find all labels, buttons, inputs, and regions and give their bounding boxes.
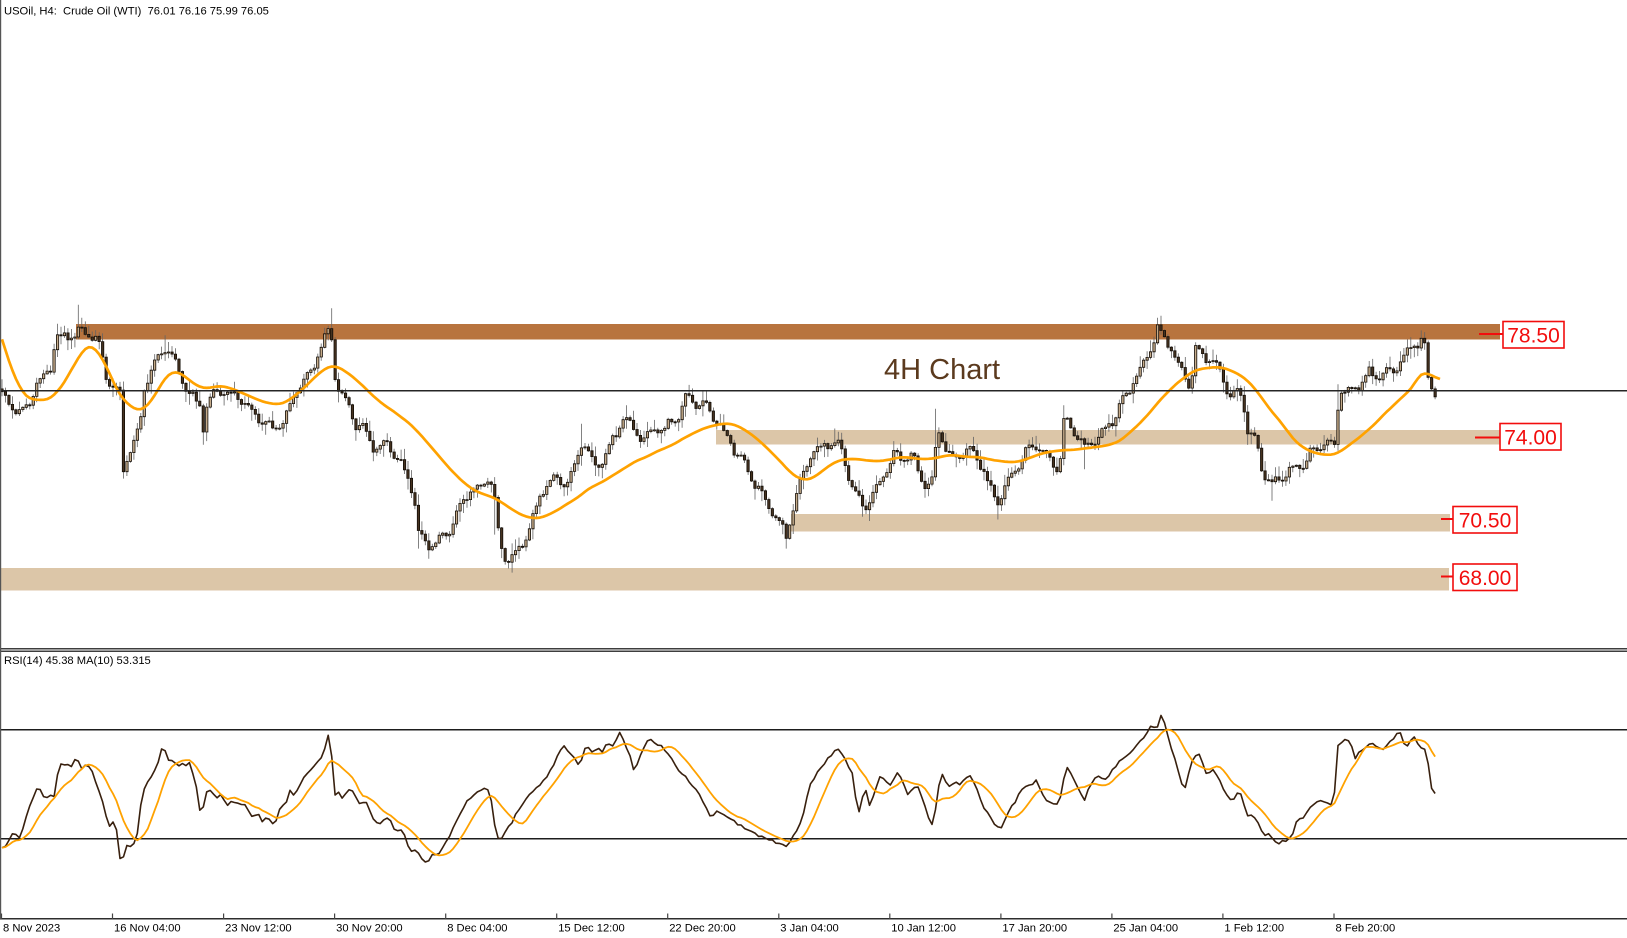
svg-text:16 Nov 04:00: 16 Nov 04:00 — [114, 923, 181, 935]
svg-text:8 Feb 20:00: 8 Feb 20:00 — [1336, 923, 1396, 935]
svg-text:1 Feb 12:00: 1 Feb 12:00 — [1224, 923, 1284, 935]
svg-text:10 Jan 12:00: 10 Jan 12:00 — [891, 923, 956, 935]
svg-text:25 Jan 04:00: 25 Jan 04:00 — [1113, 923, 1178, 935]
svg-text:3 Jan 04:00: 3 Jan 04:00 — [780, 923, 838, 935]
svg-text:RSI(14) 45.38 MA(10) 53.315: RSI(14) 45.38 MA(10) 53.315 — [4, 655, 151, 667]
svg-text:USOil, H4: Crude Oil (WTI) 7: USOil, H4: Crude Oil (WTI) 76.01 76.16 7… — [4, 6, 269, 18]
svg-text:22 Dec 20:00: 22 Dec 20:00 — [669, 923, 736, 935]
svg-text:70.50: 70.50 — [1459, 510, 1512, 533]
svg-text:68.00: 68.00 — [1459, 567, 1512, 590]
svg-text:15 Dec 12:00: 15 Dec 12:00 — [558, 923, 625, 935]
svg-text:17 Jan 20:00: 17 Jan 20:00 — [1002, 923, 1067, 935]
svg-text:30 Nov 20:00: 30 Nov 20:00 — [336, 923, 403, 935]
svg-text:23 Nov 12:00: 23 Nov 12:00 — [225, 923, 292, 935]
svg-text:4H Chart: 4H Chart — [884, 354, 1000, 386]
svg-text:74.00: 74.00 — [1504, 427, 1557, 450]
svg-text:8 Nov 2023: 8 Nov 2023 — [3, 923, 60, 935]
svg-text:8 Dec 04:00: 8 Dec 04:00 — [447, 923, 507, 935]
svg-text:78.50: 78.50 — [1507, 325, 1560, 348]
